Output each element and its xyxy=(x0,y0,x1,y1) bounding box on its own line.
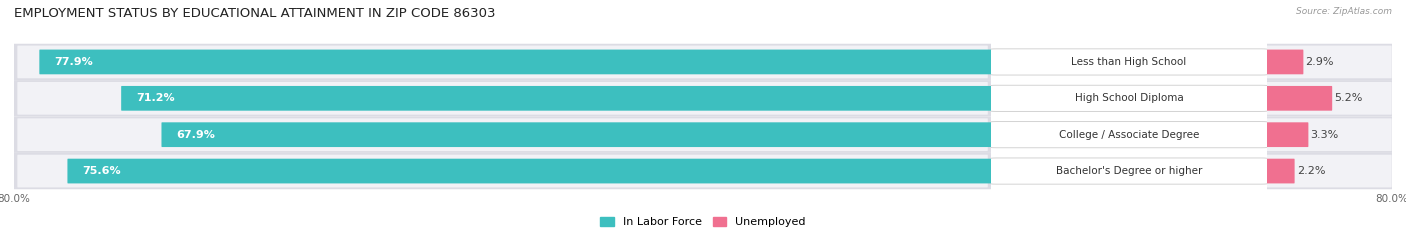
FancyBboxPatch shape xyxy=(17,155,988,187)
Text: 5.2%: 5.2% xyxy=(1334,93,1362,103)
FancyBboxPatch shape xyxy=(988,122,1270,148)
FancyBboxPatch shape xyxy=(1267,46,1392,78)
Text: 77.9%: 77.9% xyxy=(55,57,93,67)
FancyBboxPatch shape xyxy=(17,46,988,78)
Text: EMPLOYMENT STATUS BY EDUCATIONAL ATTAINMENT IN ZIP CODE 86303: EMPLOYMENT STATUS BY EDUCATIONAL ATTAINM… xyxy=(14,7,495,20)
FancyBboxPatch shape xyxy=(14,44,991,80)
Text: Source: ZipAtlas.com: Source: ZipAtlas.com xyxy=(1296,7,1392,16)
FancyBboxPatch shape xyxy=(17,82,988,115)
FancyBboxPatch shape xyxy=(121,86,991,111)
FancyBboxPatch shape xyxy=(39,50,991,74)
Legend: In Labor Force, Unemployed: In Labor Force, Unemployed xyxy=(600,217,806,227)
FancyBboxPatch shape xyxy=(1267,80,1392,116)
FancyBboxPatch shape xyxy=(14,153,991,189)
FancyBboxPatch shape xyxy=(1267,159,1295,183)
FancyBboxPatch shape xyxy=(1267,44,1392,80)
Text: College / Associate Degree: College / Associate Degree xyxy=(1059,130,1199,140)
FancyBboxPatch shape xyxy=(1267,82,1392,115)
Text: 75.6%: 75.6% xyxy=(83,166,121,176)
Text: 3.3%: 3.3% xyxy=(1310,130,1339,140)
FancyBboxPatch shape xyxy=(988,85,1270,111)
FancyBboxPatch shape xyxy=(1267,122,1309,147)
Text: Less than High School: Less than High School xyxy=(1071,57,1187,67)
Text: 67.9%: 67.9% xyxy=(177,130,215,140)
FancyBboxPatch shape xyxy=(988,158,1270,184)
FancyBboxPatch shape xyxy=(1267,50,1303,74)
FancyBboxPatch shape xyxy=(1267,155,1392,187)
FancyBboxPatch shape xyxy=(1267,118,1392,151)
Text: High School Diploma: High School Diploma xyxy=(1074,93,1184,103)
Text: Bachelor's Degree or higher: Bachelor's Degree or higher xyxy=(1056,166,1202,176)
FancyBboxPatch shape xyxy=(1267,153,1392,189)
Text: 2.9%: 2.9% xyxy=(1306,57,1334,67)
FancyBboxPatch shape xyxy=(14,80,991,116)
Text: 2.2%: 2.2% xyxy=(1296,166,1326,176)
FancyBboxPatch shape xyxy=(17,118,988,151)
FancyBboxPatch shape xyxy=(1267,116,1392,153)
FancyBboxPatch shape xyxy=(162,122,991,147)
FancyBboxPatch shape xyxy=(988,49,1270,75)
Text: 71.2%: 71.2% xyxy=(136,93,174,103)
FancyBboxPatch shape xyxy=(67,159,991,183)
FancyBboxPatch shape xyxy=(1267,86,1333,111)
FancyBboxPatch shape xyxy=(14,116,991,153)
